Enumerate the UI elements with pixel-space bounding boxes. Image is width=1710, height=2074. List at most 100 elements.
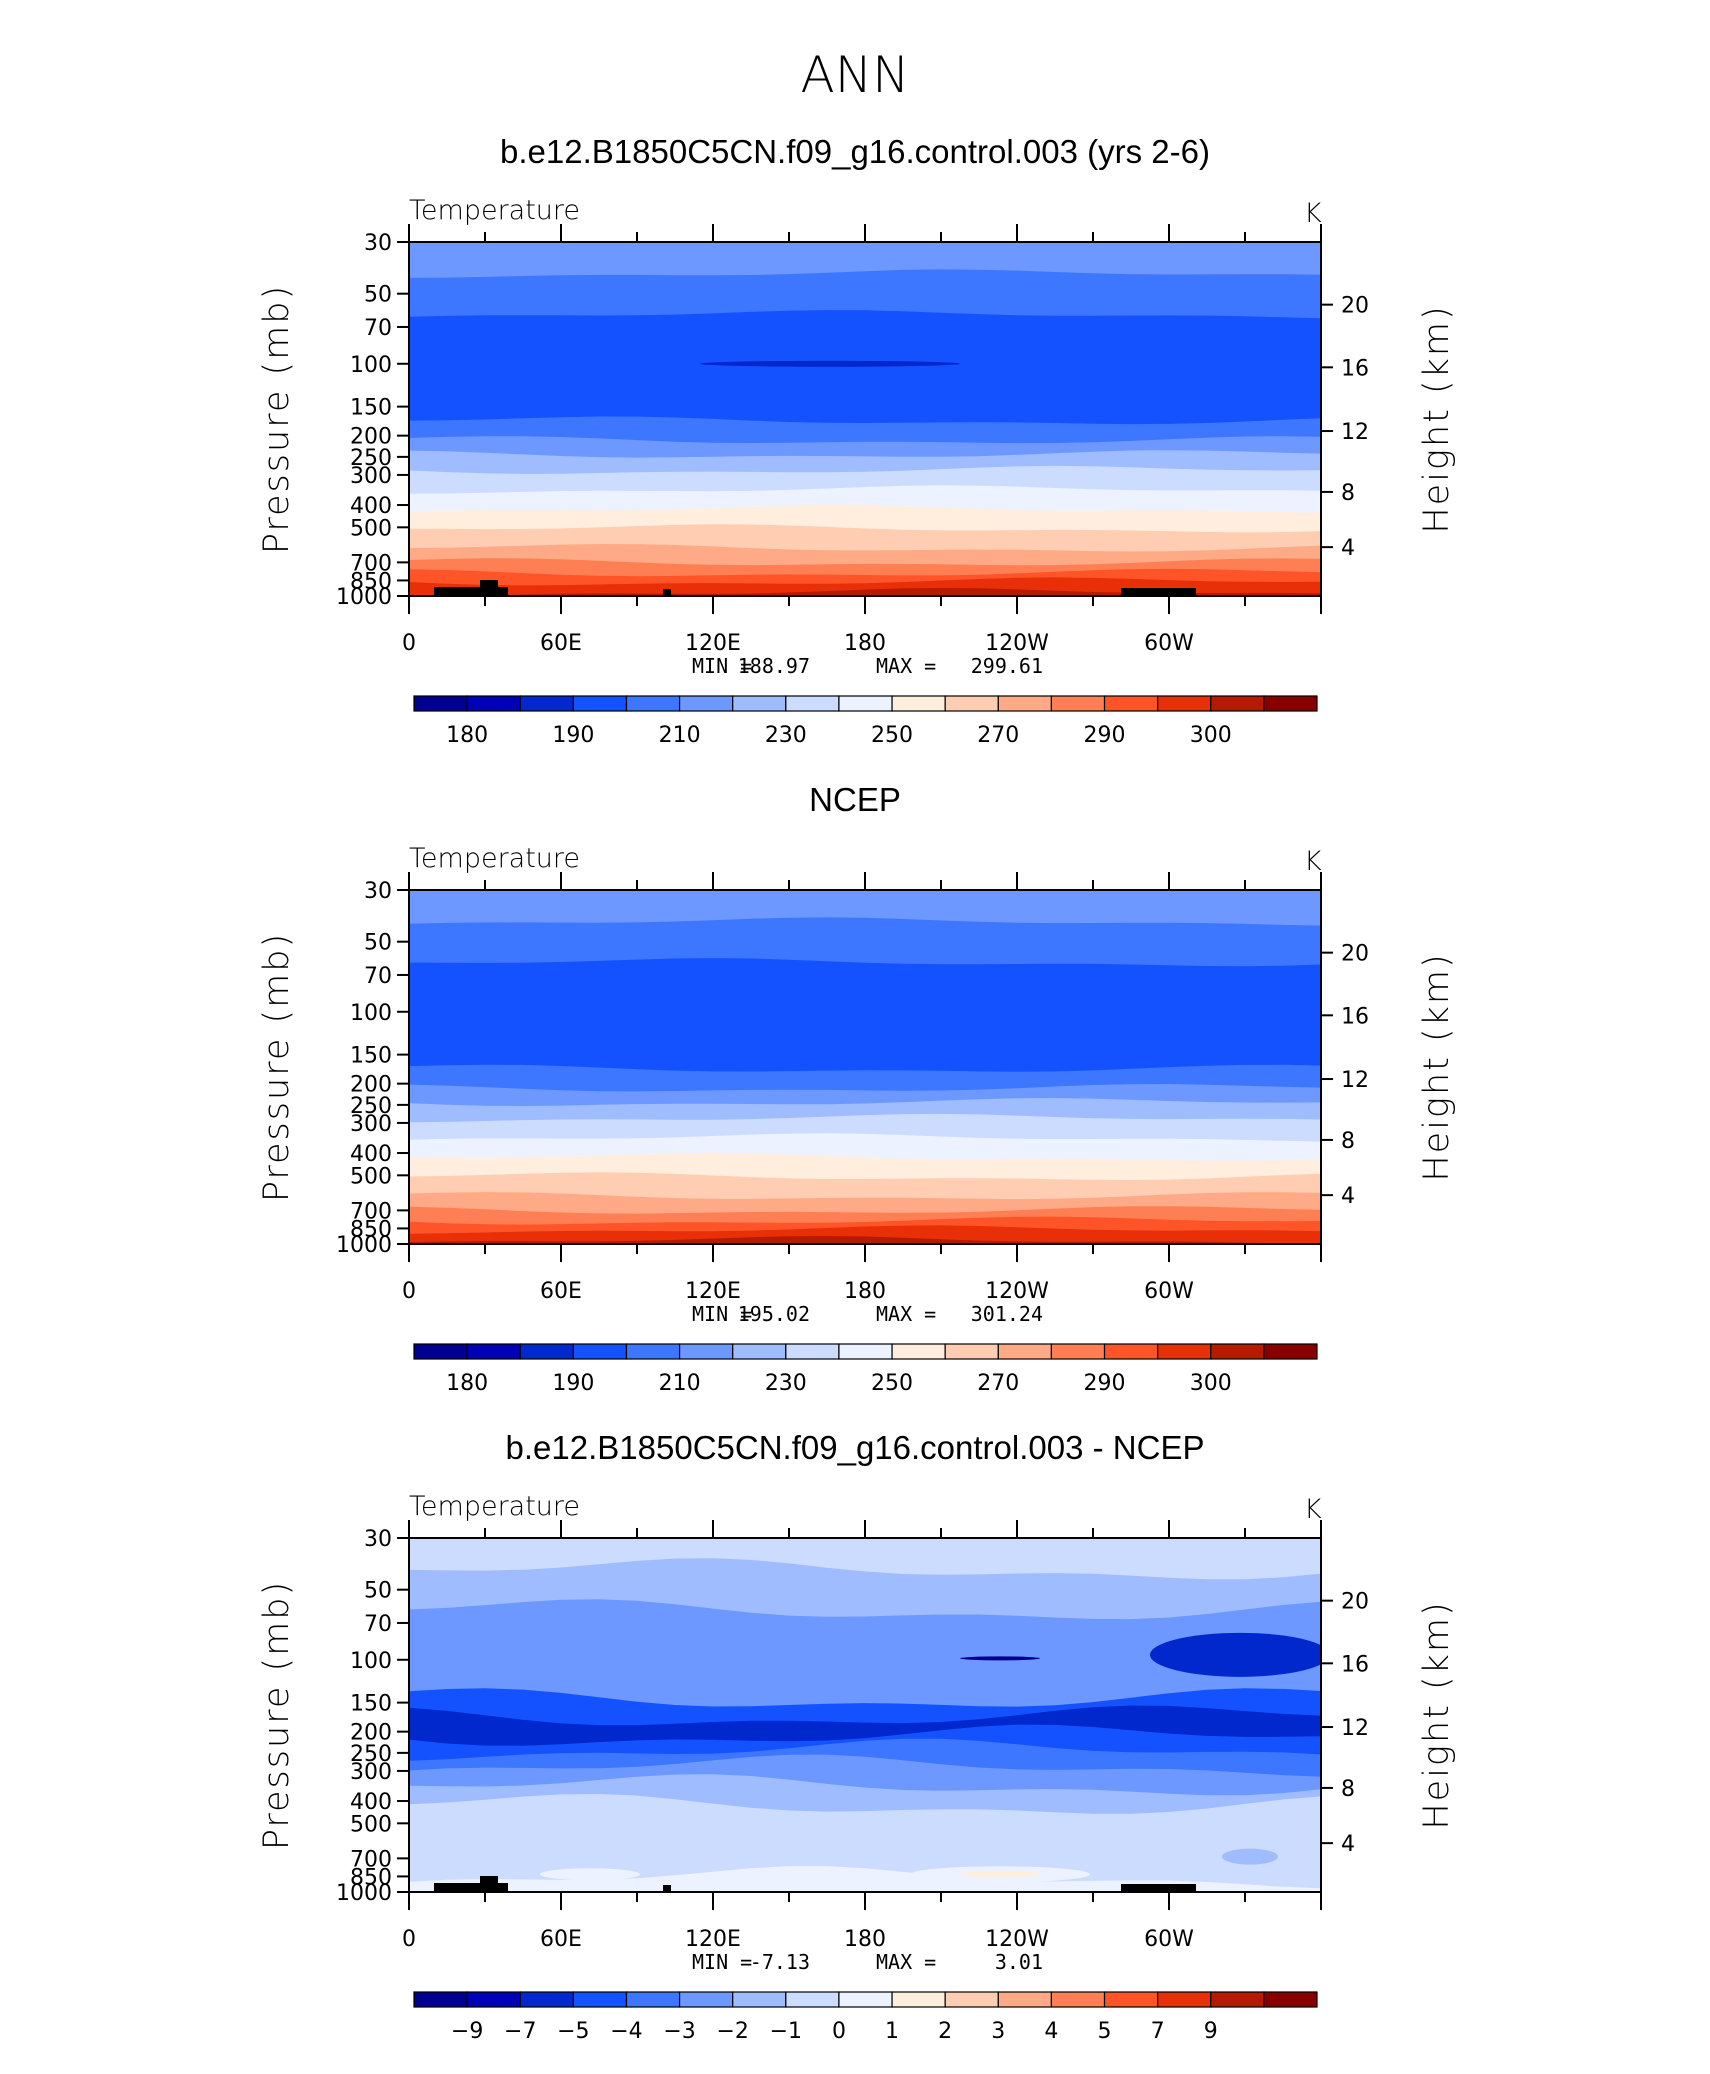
y-right-tick-label: 12 [1341, 1716, 1369, 1741]
colorbar-swatch [413, 695, 468, 712]
colorbar-label: 270 [977, 723, 1019, 748]
y-right-tick-label: 4 [1341, 536, 1355, 561]
y-tick-label: 400 [350, 1142, 392, 1167]
max-value: 301.24 [971, 1302, 1043, 1326]
colorbar-swatch [785, 695, 840, 712]
colorbar-swatch [1103, 1343, 1159, 1360]
y-tick-label: 850 [350, 1865, 392, 1890]
colorbar-label: 180 [446, 1371, 488, 1396]
y-tick-label: 400 [350, 1790, 392, 1815]
colorbar-swatch [1157, 1991, 1212, 2008]
max-label: MAX = [876, 654, 936, 678]
colorbar-swatch [1050, 1991, 1106, 2008]
colorbar-swatch [944, 1991, 999, 2008]
y-tick-label: 700 [350, 551, 392, 576]
y-tick-label: 100 [350, 1649, 392, 1674]
colorbar-swatch [413, 1991, 468, 2008]
x-tick-label: 60E [540, 631, 582, 656]
colorbar-swatch [572, 1343, 628, 1360]
variable-label: Temperature [409, 843, 580, 874]
colorbar-label: 210 [659, 723, 701, 748]
max-label: MAX = [876, 1950, 936, 1974]
colorbar-label: −7 [504, 2019, 536, 2044]
colorbar-label: 230 [765, 723, 807, 748]
x-tick-label: 120W [985, 1927, 1049, 1952]
topography-block [480, 1876, 498, 1892]
topography-mask [434, 1876, 1196, 1892]
y-tick-label: 50 [364, 931, 392, 956]
colorbar-label: 230 [765, 1371, 807, 1396]
topography-block [480, 580, 498, 596]
y-tick-label: 300 [350, 1760, 392, 1785]
x-tick-label: 0 [402, 1927, 416, 1952]
y-tick-label: 700 [350, 1847, 392, 1872]
y-right-tick-label: 8 [1341, 1777, 1355, 1802]
y-right-axis-title: Height (km) [1417, 1600, 1457, 1829]
max-value: 299.61 [971, 654, 1043, 678]
colorbar-label: −1 [770, 2019, 802, 2044]
colorbar-swatch [944, 695, 999, 712]
colorbar-label: −5 [557, 2019, 589, 2044]
colorbar-swatch [891, 695, 946, 712]
y-tick-label: 50 [364, 283, 392, 308]
x-tick-label: 120W [985, 1279, 1049, 1304]
y-tick-label: 30 [364, 879, 392, 904]
y-axis-title: Pressure (mb) [257, 1580, 297, 1850]
topography-block [434, 587, 508, 596]
colorbar-swatch [466, 695, 521, 712]
y-right-tick-label: 12 [1341, 420, 1369, 445]
colorbar-label: 3 [991, 2019, 1005, 2044]
min-value: -7.13 [750, 1950, 810, 1974]
y-tick-label: 70 [364, 1612, 392, 1637]
y-tick-label: 300 [350, 464, 392, 489]
y-tick-label: 850 [350, 569, 392, 594]
colorbar-swatch [1103, 695, 1159, 712]
max-label: MAX = [876, 1302, 936, 1326]
colorbar-swatch [519, 1343, 574, 1360]
colorbar-swatch [1210, 1991, 1265, 2008]
x-tick-label: 180 [844, 1279, 886, 1304]
colorbar-label: 250 [871, 1371, 913, 1396]
colorbar-swatch [572, 1991, 628, 2008]
y-tick-label: 700 [350, 1199, 392, 1224]
x-tick-label: 60W [1144, 1279, 1194, 1304]
colorbar-label: 5 [1098, 2019, 1112, 2044]
chart-panel-3: b.e12.B1850C5CN.f09_g16.control.003 - NC… [257, 1429, 1457, 2044]
y-tick-label: 150 [350, 1044, 392, 1069]
colorbar-swatch [625, 695, 681, 712]
x-tick-label: 0 [402, 1279, 416, 1304]
colorbar-swatch [1050, 695, 1106, 712]
colorbar-swatch [678, 1343, 734, 1360]
colorbar-label: 210 [659, 1371, 701, 1396]
topography-block [1121, 1884, 1196, 1892]
x-tick-label: 60E [540, 1927, 582, 1952]
min-label: MIN = [692, 1302, 752, 1326]
colorbar-label: 190 [552, 1371, 594, 1396]
chart-panel-1: b.e12.B1850C5CN.f09_g16.control.003 (yrs… [257, 133, 1457, 748]
max-value: 3.01 [995, 1950, 1043, 1974]
units-label: K [1304, 846, 1322, 877]
colorbar-label: 0 [832, 2019, 846, 2044]
colorbar-swatch [997, 1343, 1053, 1360]
topography-block [434, 1883, 508, 1892]
contour-feature [960, 1656, 1040, 1661]
y-axis-title: Pressure (mb) [257, 932, 297, 1202]
colorbar-swatch [1050, 1343, 1106, 1360]
y-right-axis-title: Height (km) [1417, 952, 1457, 1181]
colorbar-swatch [1210, 695, 1265, 712]
colorbar-swatch [732, 1343, 787, 1360]
colorbar-swatch [1263, 1991, 1318, 2008]
colorbar-label: 250 [871, 723, 913, 748]
panel-title: b.e12.B1850C5CN.f09_g16.control.003 - NC… [506, 1429, 1205, 1466]
y-right-tick-label: 4 [1341, 1184, 1355, 1209]
colorbar-label: 290 [1084, 1371, 1126, 1396]
y-right-tick-label: 4 [1341, 1832, 1355, 1857]
colorbar-label: 290 [1084, 723, 1126, 748]
topography-mask [434, 580, 1196, 596]
colorbar-label: 300 [1190, 1371, 1232, 1396]
colorbar-swatch [944, 1343, 999, 1360]
colorbar-swatch [997, 1991, 1053, 2008]
colorbar-swatch [785, 1991, 840, 2008]
y-tick-label: 500 [350, 1164, 392, 1189]
chart-panel-2: NCEP Temperature K 0 60E 120E 180 120W 60W 30 50 70… [257, 781, 1457, 1396]
